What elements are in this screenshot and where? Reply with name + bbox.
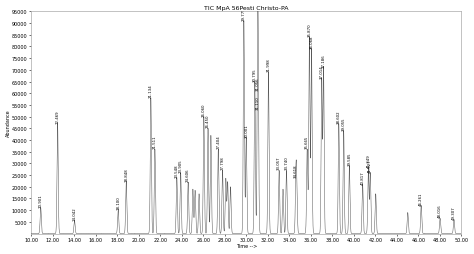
Text: 33.057: 33.057 (277, 156, 281, 170)
Text: 35.665: 35.665 (305, 136, 309, 149)
Text: 41.527: 41.527 (368, 158, 372, 172)
Text: 31.056: 31.056 (255, 77, 260, 91)
X-axis label: Time -->: Time --> (236, 244, 257, 248)
Text: 31.998: 31.998 (266, 58, 271, 72)
Text: 39.055: 39.055 (342, 117, 346, 130)
Text: 35.870: 35.870 (308, 23, 311, 37)
Text: 18.100: 18.100 (116, 196, 120, 210)
Text: 30.001: 30.001 (244, 123, 248, 137)
Text: 40.817: 40.817 (361, 170, 365, 184)
Text: 33.740: 33.740 (284, 156, 289, 170)
Text: 21.511: 21.511 (153, 135, 157, 149)
Text: 26.450: 26.450 (206, 114, 210, 128)
Text: 29.779: 29.779 (242, 7, 246, 21)
Text: 23.548: 23.548 (175, 163, 179, 177)
Text: 41.349: 41.349 (366, 154, 370, 167)
Title: TIC MpA 56Pesti Christo-PA: TIC MpA 56Pesti Christo-PA (204, 6, 289, 10)
Text: 26.060: 26.060 (202, 103, 206, 116)
Text: 12.469: 12.469 (55, 110, 60, 123)
Text: 18.848: 18.848 (124, 168, 128, 181)
Text: 46.261: 46.261 (419, 191, 423, 205)
Text: 49.307: 49.307 (452, 205, 456, 219)
Text: 31.110: 31.110 (256, 96, 260, 109)
Text: 37.014: 37.014 (320, 65, 324, 79)
Text: 39.585: 39.585 (347, 152, 351, 165)
Text: 21.134: 21.134 (149, 84, 153, 98)
Y-axis label: Abundance: Abundance (6, 109, 10, 137)
Text: 30.795: 30.795 (253, 68, 257, 81)
Text: 48.016: 48.016 (438, 204, 442, 218)
Text: 24.606: 24.606 (186, 168, 190, 181)
Text: 14.042: 14.042 (73, 206, 76, 220)
Text: 37.186: 37.186 (321, 54, 326, 67)
Text: 36.068: 36.068 (310, 35, 313, 49)
Text: 34.618: 34.618 (294, 163, 298, 177)
Text: 38.602: 38.602 (337, 110, 341, 123)
Text: 10.901: 10.901 (39, 193, 43, 207)
Text: 27.404: 27.404 (216, 135, 220, 149)
Text: 27.798: 27.798 (220, 156, 225, 170)
Text: 23.905: 23.905 (179, 158, 182, 172)
